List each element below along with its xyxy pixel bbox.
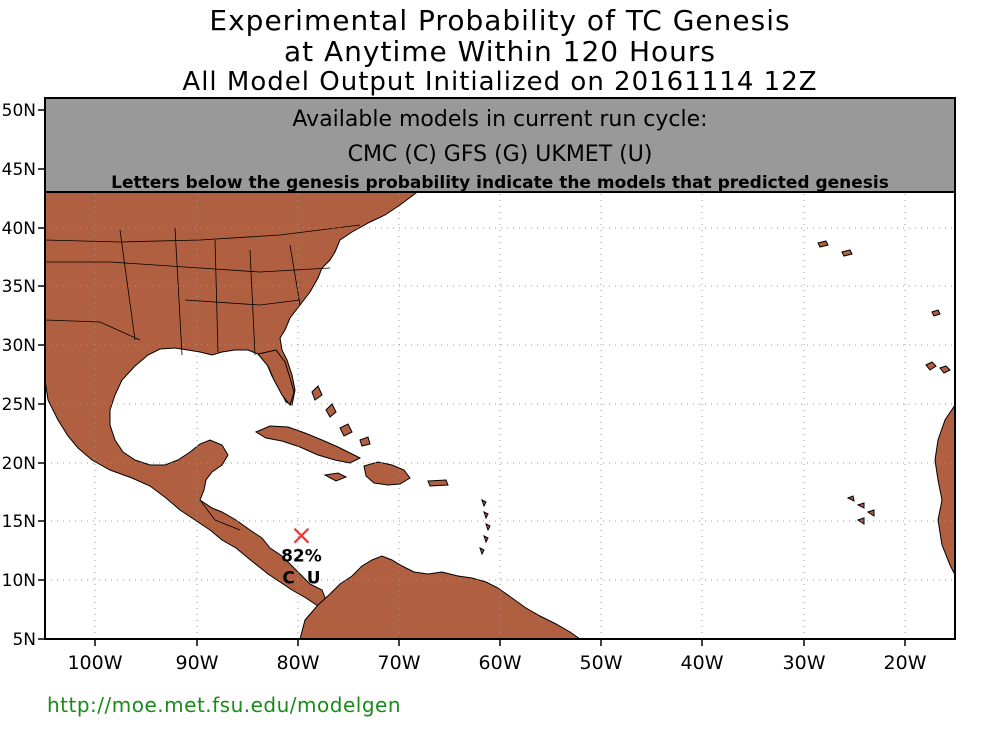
genesis-models: C U [282,569,320,589]
source-url-link[interactable]: http://moe.met.fsu.edu/modelgen [47,693,401,717]
genesis-point[interactable]: 82% C U [281,527,322,589]
lon-label: 50W [580,652,623,674]
africa [934,404,955,576]
cape-verde [846,495,875,525]
bahamas [311,385,371,447]
canary-islands [925,309,951,374]
title-line-2: at Anytime Within 120 Hours [283,35,717,68]
lon-label: 70W [378,652,421,674]
title-line-1: Experimental Probability of TC Genesis [209,4,791,37]
info-box [44,97,956,193]
info-box-heading: Available models in current run cycle: [292,107,707,132]
lat-label: 30N [2,336,36,356]
genesis-probability: 82% [281,547,322,567]
axis-ticks [38,109,906,646]
hispaniola [363,461,411,486]
lat-label: 25N [2,395,36,415]
lon-label: 20W [884,652,927,674]
lon-label: 100W [67,652,122,674]
lat-label: 50N [2,101,36,121]
lon-label: 60W [479,652,522,674]
lon-labels: 100W 90W 80W 70W 60W 50W 40W 30W 20W [67,652,926,674]
land-masses [45,189,955,639]
lat-label: 10N [2,571,36,591]
cuba [254,425,362,464]
lat-labels: 50N 45N 40N 35N 30N 25N 20N 15N 10N 5N [2,101,36,650]
lesser-antilles [479,499,491,556]
lon-label: 90W [176,652,219,674]
puerto-rico [427,479,449,487]
lat-label: 40N [2,219,36,239]
florida [257,349,295,407]
lat-label: 35N [2,277,36,297]
lon-label: 80W [277,652,320,674]
lon-label: 30W [783,652,826,674]
lat-label: 5N [12,630,36,650]
borders [45,224,361,531]
info-box-models: CMC (C) GFS (G) UKMET (U) [348,142,653,167]
lat-label: 15N [2,512,36,532]
lat-label: 45N [2,160,36,180]
lat-label: 20N [2,454,36,474]
info-box-note: Letters below the genesis probability in… [111,173,889,193]
lon-label: 40W [681,652,724,674]
title-line-3: All Model Output Initialized on 20161114… [182,67,818,97]
south-america [299,555,581,639]
genesis-x-marker [293,527,310,544]
azores [817,240,853,257]
jamaica [323,472,348,482]
